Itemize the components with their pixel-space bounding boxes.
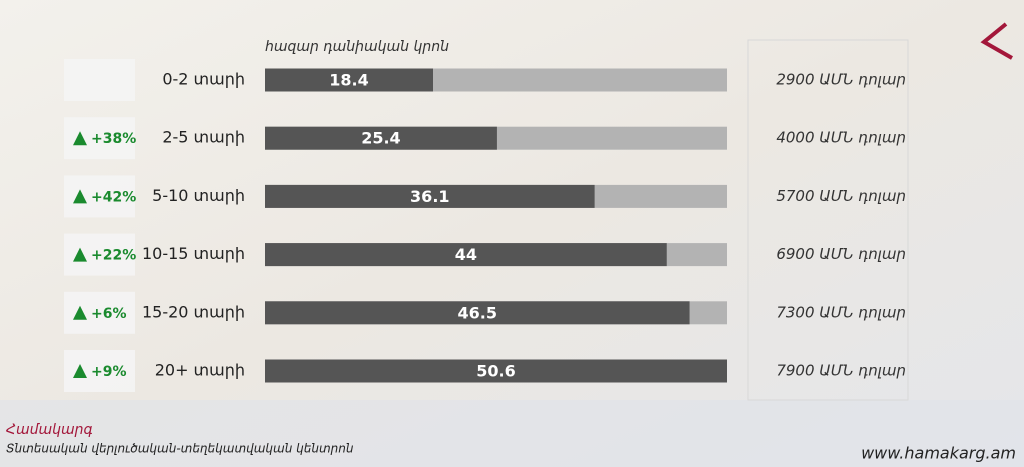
footer-subtitle: Տնտեսական վերլուծական-տեղեկատվական կենտր… <box>6 442 354 456</box>
up-arrow <box>73 131 87 146</box>
change-label: +22% <box>91 248 136 264</box>
category-label: 20+ տարի <box>155 361 245 380</box>
value-label: 25.4 <box>361 129 400 148</box>
up-arrow <box>73 189 87 204</box>
bar <box>265 359 727 383</box>
change-badge <box>64 233 135 276</box>
footer-brand: Համակարգ <box>6 422 93 438</box>
bar <box>265 184 595 208</box>
category-label: 15-20 տարի <box>142 302 245 321</box>
up-arrow <box>73 305 87 320</box>
change-badge <box>64 117 135 160</box>
value-label: 50.6 <box>476 362 515 381</box>
bar <box>265 68 433 92</box>
change-label: +42% <box>91 189 136 205</box>
value-label: 44 <box>455 245 477 264</box>
up-arrow <box>73 364 87 378</box>
category-label: 5-10 տարի <box>152 186 245 205</box>
category-label: 0-2 տարի <box>162 70 245 89</box>
usd-frame <box>747 39 909 401</box>
usd-label: 6900 ԱՄՆ դոլար <box>776 245 906 263</box>
category-label: 10-15 տարի <box>142 244 245 263</box>
background-floor <box>0 400 1024 467</box>
footer-website: www.hamakarg.am <box>861 444 1016 463</box>
bar <box>265 243 667 267</box>
change-badge <box>64 59 135 101</box>
usd-label: 2900 ԱՄՆ դոլար <box>776 71 906 89</box>
change-badge <box>64 175 135 218</box>
up-arrow <box>73 247 87 262</box>
change-badge <box>64 350 135 392</box>
bar <box>265 301 690 325</box>
change-badge <box>64 291 135 334</box>
usd-label: 7300 ԱՄՆ դոլար <box>776 303 906 321</box>
category-label: 2-5 տարի <box>162 128 245 147</box>
usd-label: 7900 ԱՄՆ դոլար <box>776 362 906 380</box>
usd-label: 4000 ԱՄՆ դոլար <box>776 129 906 147</box>
usd-label: 5700 ԱՄՆ դոլար <box>776 187 906 205</box>
unit-label: հազար դանիական կրոն <box>265 39 449 55</box>
change-label: +6% <box>91 306 127 322</box>
logo <box>980 22 1013 60</box>
value-label: 18.4 <box>329 71 368 90</box>
change-label: +38% <box>91 131 136 147</box>
value-label: 36.1 <box>410 187 449 206</box>
value-label: 46.5 <box>458 303 497 322</box>
change-label: +9% <box>91 364 127 380</box>
bar <box>265 126 497 150</box>
